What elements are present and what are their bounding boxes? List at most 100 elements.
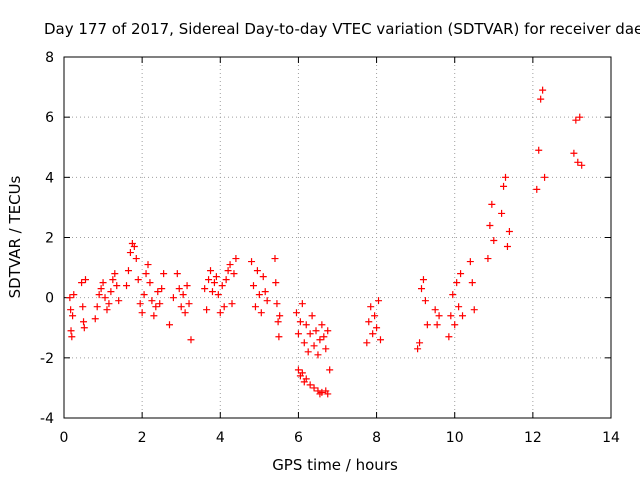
data-point: [459, 312, 467, 320]
data-point: [248, 258, 256, 266]
data-point: [103, 306, 111, 314]
data-point: [99, 279, 107, 287]
data-point: [318, 388, 326, 396]
data-point: [416, 339, 424, 347]
data-point: [97, 285, 105, 293]
data-point: [296, 318, 304, 326]
data-point: [81, 276, 89, 284]
x-tick-label: 4: [216, 430, 225, 446]
data-point: [216, 309, 224, 317]
data-point: [576, 113, 584, 121]
x-tick-label: 14: [602, 430, 620, 446]
data-point: [318, 321, 326, 329]
data-point: [500, 182, 508, 190]
data-point: [578, 161, 586, 169]
data-point: [146, 279, 154, 287]
data-point: [130, 243, 138, 251]
data-point: [273, 300, 281, 308]
data-point: [261, 288, 269, 296]
data-point: [308, 312, 316, 320]
data-point: [310, 342, 318, 350]
data-point: [187, 336, 195, 344]
data-point: [253, 267, 261, 275]
data-point: [457, 270, 465, 278]
data-point: [484, 255, 492, 263]
data-point: [326, 366, 334, 374]
data-point: [136, 300, 144, 308]
data-point: [78, 279, 86, 287]
data-point: [435, 312, 443, 320]
data-point: [249, 282, 257, 290]
data-points: [66, 86, 586, 398]
data-point: [222, 276, 230, 284]
data-point: [80, 318, 88, 326]
data-point: [445, 333, 453, 341]
y-tick-label: -2: [40, 351, 54, 367]
data-point: [369, 330, 377, 338]
x-tick-label: 0: [60, 430, 69, 446]
data-point: [101, 294, 109, 302]
data-point: [175, 285, 183, 293]
data-point: [177, 303, 185, 311]
data-point: [363, 339, 371, 347]
data-point: [142, 270, 150, 278]
data-point: [80, 324, 88, 332]
data-point: [418, 285, 426, 293]
data-point: [312, 327, 320, 335]
y-tick-label: 4: [45, 170, 54, 186]
y-tick-label: 8: [45, 50, 54, 66]
data-point: [294, 366, 302, 374]
data-point: [271, 255, 279, 263]
data-point: [419, 276, 427, 284]
data-point: [126, 249, 134, 257]
data-point: [140, 291, 148, 299]
data-point: [109, 276, 117, 284]
data-point: [160, 270, 168, 278]
data-point: [470, 306, 478, 314]
data-point: [320, 333, 328, 341]
data-point: [466, 258, 474, 266]
data-point: [251, 303, 259, 311]
data-point: [113, 282, 121, 290]
x-tick-label: 6: [294, 430, 303, 446]
x-tick-label: 10: [446, 430, 464, 446]
data-point: [207, 267, 215, 275]
data-point: [314, 351, 322, 359]
data-point: [306, 381, 314, 389]
data-point: [214, 291, 222, 299]
data-point: [455, 303, 463, 311]
data-point: [488, 200, 496, 208]
data-point: [165, 321, 173, 329]
data-point: [212, 273, 220, 281]
data-point: [138, 309, 146, 317]
x-tick-label: 8: [372, 430, 381, 446]
data-point: [107, 288, 115, 296]
data-point: [150, 312, 158, 320]
data-point: [539, 86, 547, 94]
data-point: [292, 309, 300, 317]
data-point: [574, 158, 582, 166]
x-tick-label: 2: [138, 430, 147, 446]
data-point: [322, 345, 330, 353]
data-point: [259, 273, 267, 281]
data-point: [224, 267, 232, 275]
data-point: [179, 291, 187, 299]
data-point: [541, 173, 549, 181]
data-point: [263, 297, 271, 305]
data-point: [324, 390, 332, 398]
data-point: [535, 146, 543, 154]
data-point: [66, 294, 74, 302]
chart-title: Day 177 of 2017, Sidereal Day-to-day VTE…: [44, 20, 640, 38]
data-point: [158, 285, 166, 293]
data-point: [226, 261, 234, 269]
data-point: [257, 309, 265, 317]
data-point: [310, 384, 318, 392]
data-point: [134, 276, 142, 284]
data-point: [91, 315, 99, 323]
data-point: [70, 291, 78, 299]
data-point: [300, 339, 308, 347]
data-point: [132, 255, 140, 263]
data-point: [302, 321, 310, 329]
data-point: [294, 330, 302, 338]
data-point: [298, 369, 306, 377]
